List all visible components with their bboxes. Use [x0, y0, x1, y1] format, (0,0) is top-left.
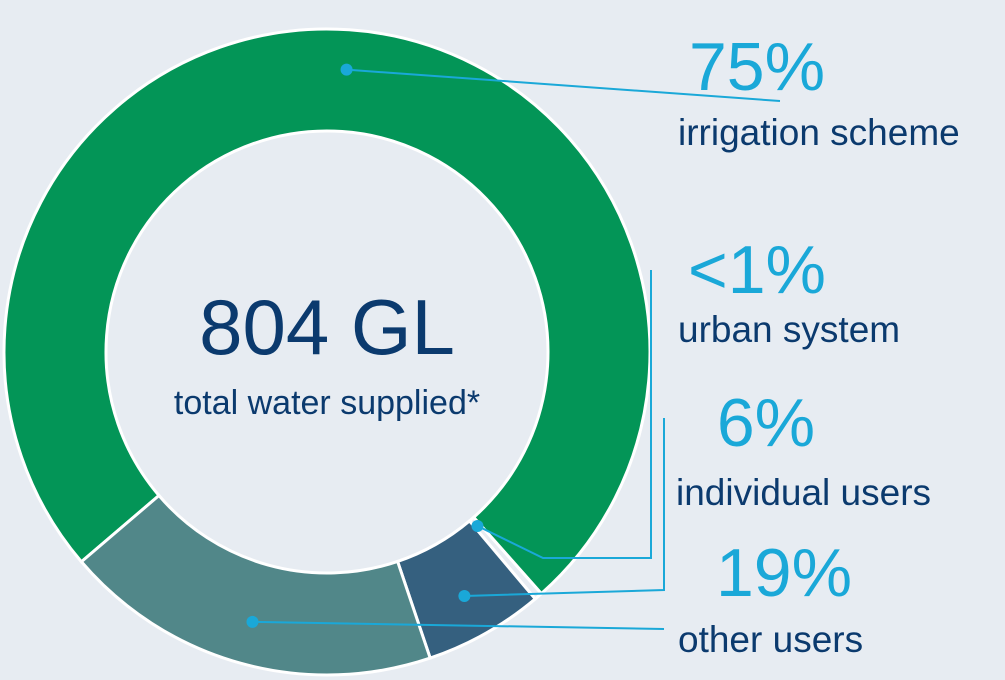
irrigation-percent-label: 75%: [689, 29, 825, 105]
urban-slice-label: urban system: [678, 309, 900, 350]
leader-lines: [246, 63, 781, 630]
other-slice-label: other users: [678, 619, 863, 660]
total-value: 804 GL: [199, 283, 455, 371]
leader-dot-other: [246, 615, 259, 628]
leader-line-individual: [464, 418, 665, 597]
leader-dot-urban: [471, 519, 484, 532]
slice-other: [79, 493, 433, 677]
leader-dot-irrigation: [340, 63, 353, 76]
irrigation-slice-label: irrigation scheme: [678, 112, 960, 153]
leader-line-irrigation: [346, 68, 781, 102]
slice-irrigation: [2, 27, 652, 596]
individual-slice-label: individual users: [676, 472, 931, 513]
leader-line-urban: [477, 270, 652, 559]
donut-slices: [2, 27, 652, 677]
leader-dot-individual: [458, 589, 471, 602]
urban-percent-label: <1%: [688, 232, 826, 308]
individual-percent-label: 6%: [717, 385, 815, 461]
total-label: total water supplied*: [174, 384, 480, 422]
other-percent-label: 19%: [716, 535, 852, 611]
leader-line-other: [252, 620, 665, 630]
